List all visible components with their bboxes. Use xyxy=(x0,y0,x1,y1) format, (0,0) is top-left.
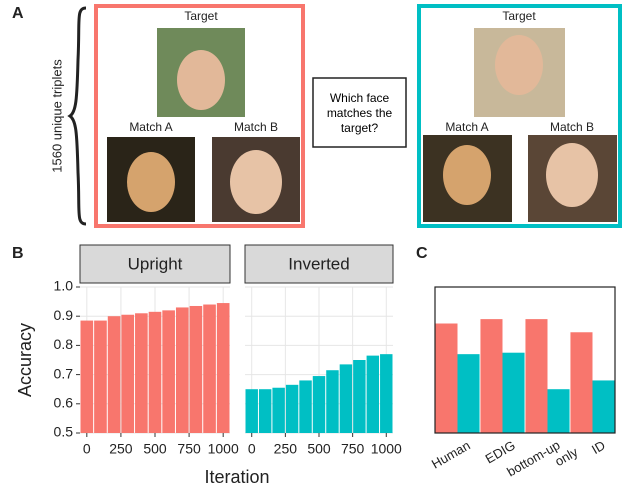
face-image xyxy=(127,152,175,212)
bar xyxy=(135,313,148,433)
x-tick-label: ID xyxy=(589,438,608,457)
bar xyxy=(435,323,458,433)
bar xyxy=(94,320,107,433)
bar xyxy=(162,310,175,433)
bar xyxy=(189,305,203,433)
inverted-frame xyxy=(417,4,622,228)
x-tick-label: 500 xyxy=(307,441,331,457)
bar xyxy=(121,314,135,433)
bar xyxy=(525,319,548,433)
label: Target xyxy=(502,9,536,23)
bar xyxy=(258,389,272,433)
y-axis-title: Accuracy xyxy=(15,323,35,397)
upright-frame xyxy=(94,4,305,228)
bar xyxy=(570,332,593,433)
face-image xyxy=(495,35,543,95)
bar xyxy=(380,354,393,433)
bar xyxy=(353,360,366,433)
bar xyxy=(547,389,570,433)
bar xyxy=(203,304,216,433)
x-axis-title: Iteration xyxy=(204,467,269,487)
y-tick-label: 0.5 xyxy=(54,424,74,440)
bar xyxy=(299,380,312,433)
label: Match A xyxy=(129,120,172,134)
y-tick-label: 0.7 xyxy=(54,365,74,381)
face-images xyxy=(107,28,617,222)
bar xyxy=(502,352,525,433)
brace xyxy=(67,6,87,226)
label: Match B xyxy=(234,120,278,134)
face-image xyxy=(230,150,282,214)
strip xyxy=(79,244,231,284)
panel-label: C xyxy=(416,245,428,262)
strip-title: Inverted xyxy=(288,254,349,273)
bar xyxy=(312,376,326,433)
x-tick-label: 250 xyxy=(274,441,298,457)
x-tick-label: 0 xyxy=(248,441,256,457)
x-tick-label: Human xyxy=(429,438,473,472)
bar xyxy=(148,311,162,433)
panel-label: A xyxy=(12,5,24,22)
side-label: 1560 unique triplets xyxy=(49,59,64,173)
panel-label: B xyxy=(12,245,24,262)
bar xyxy=(457,354,480,433)
bar xyxy=(366,355,380,433)
bar xyxy=(272,387,285,433)
bar xyxy=(245,389,258,433)
face-image xyxy=(177,50,225,110)
x-tick-label: bottom-uponly xyxy=(505,431,582,492)
label: Match A xyxy=(445,120,488,134)
strip-title: Upright xyxy=(128,254,183,273)
face-image xyxy=(546,143,598,207)
x-tick-label: 0 xyxy=(83,441,91,457)
face-image xyxy=(443,145,491,205)
question-box xyxy=(312,77,407,148)
y-tick-label: 0.6 xyxy=(54,395,74,411)
label: Target xyxy=(184,9,218,23)
x-tick-label: 750 xyxy=(177,441,201,457)
y-tick-label: 1.0 xyxy=(54,278,74,294)
y-tick-label: 0.9 xyxy=(54,307,74,323)
bar xyxy=(80,320,94,433)
x-tick-label: 250 xyxy=(109,441,133,457)
label: Match B xyxy=(550,120,594,134)
strip xyxy=(244,244,394,284)
x-tick-label: 750 xyxy=(341,441,365,457)
question: Which face matches the target? xyxy=(326,90,393,135)
bar xyxy=(480,319,503,433)
bar xyxy=(175,307,189,433)
bar xyxy=(107,316,121,433)
bar xyxy=(216,303,230,433)
x-tick-label: 500 xyxy=(143,441,167,457)
bar xyxy=(326,370,339,433)
bar xyxy=(592,380,615,433)
x-tick-label: 1000 xyxy=(371,441,402,457)
bar xyxy=(285,384,299,433)
y-tick-label: 0.8 xyxy=(54,336,74,352)
bar xyxy=(339,364,353,433)
plot-border xyxy=(434,286,616,434)
x-tick-label: 1000 xyxy=(208,441,239,457)
